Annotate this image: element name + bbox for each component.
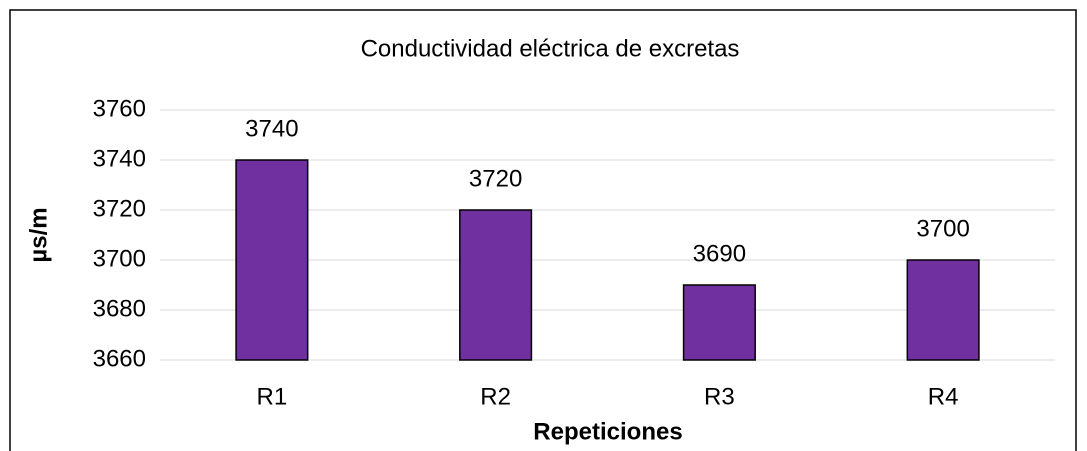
x-tick-label: R2 — [480, 383, 511, 410]
x-tick-label: R1 — [257, 383, 288, 410]
data-label: 3740 — [245, 115, 298, 142]
y-tick-label: 3740 — [93, 145, 146, 172]
bar — [682, 284, 756, 361]
x-tick-label: R3 — [704, 383, 735, 410]
bar — [235, 159, 309, 361]
data-label: 3720 — [469, 165, 522, 192]
y-tick-label: 3700 — [93, 245, 146, 272]
x-tick-label: R4 — [928, 383, 959, 410]
y-tick-label: 3660 — [93, 345, 146, 372]
x-axis-label: Repeticiones — [533, 418, 682, 445]
chart-title: Conductividad eléctrica de excretas — [361, 35, 740, 62]
y-axis-label: µs/m — [25, 207, 52, 262]
y-tick-label: 3680 — [93, 295, 146, 322]
bar — [906, 259, 980, 361]
chart-border — [9, 9, 1077, 451]
data-label: 3690 — [693, 240, 746, 267]
data-label: 3700 — [916, 215, 969, 242]
y-tick-label: 3720 — [93, 195, 146, 222]
y-tick-label: 3760 — [93, 95, 146, 122]
bar — [459, 209, 533, 361]
